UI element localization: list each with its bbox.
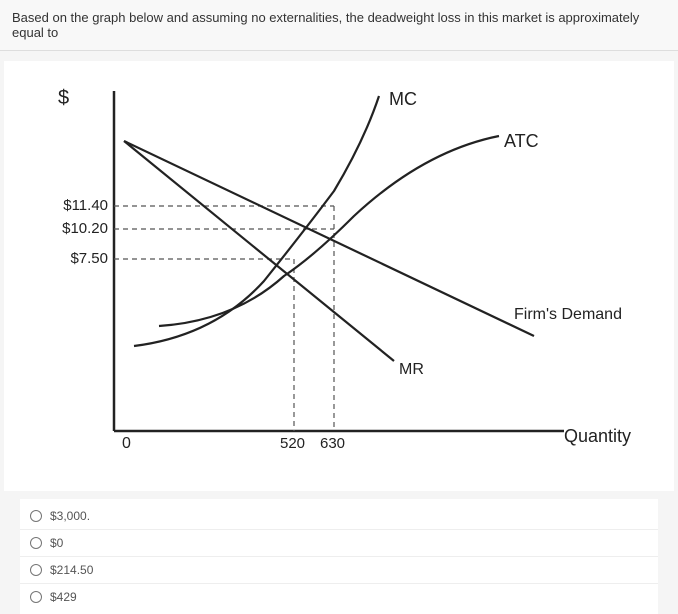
curve-label: Firm's Demand [514, 306, 622, 324]
question-text: Based on the graph below and assuming no… [0, 0, 678, 51]
option-label: $429 [50, 590, 77, 604]
curve-label: MR [399, 361, 424, 379]
option-label: $0 [50, 536, 63, 550]
y-axis-unit: $ [58, 87, 69, 110]
option-row[interactable]: $3,000. [20, 503, 658, 529]
y-axis-label: $7.50 [44, 250, 108, 267]
y-axis-label: $11.40 [44, 197, 108, 214]
option-radio[interactable] [30, 591, 42, 603]
x-axis-label: 520 [280, 435, 305, 452]
option-label: $214.50 [50, 563, 93, 577]
origin-label: 0 [122, 435, 131, 453]
option-radio[interactable] [30, 564, 42, 576]
option-row[interactable]: $214.50 [20, 556, 658, 583]
curve-label: ATC [504, 131, 539, 152]
option-label: $3,000. [50, 509, 90, 523]
curve-label: Quantity [564, 426, 631, 447]
x-axis-label: 630 [320, 435, 345, 452]
y-axis-label: $10.20 [44, 220, 108, 237]
curve-label: MC [389, 89, 417, 110]
option-row[interactable]: $0 [20, 529, 658, 556]
answer-options: $3,000. $0 $214.50 $429 [20, 499, 658, 614]
option-radio[interactable] [30, 510, 42, 522]
option-radio[interactable] [30, 537, 42, 549]
econ-chart: $0 $11.40 $10.20 $7.50 520 630 MC ATC Firm's Dem… [4, 61, 674, 491]
